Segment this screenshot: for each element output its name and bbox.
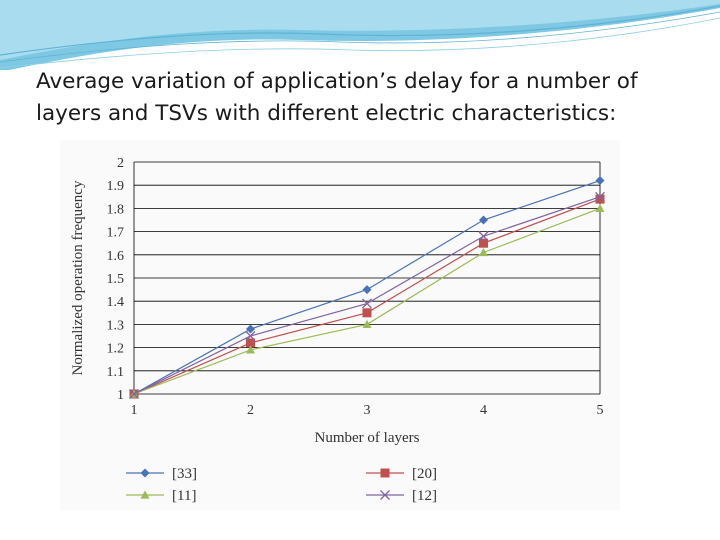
- data-point-s2-4: [595, 203, 605, 212]
- y-tick-label: 1.6: [107, 249, 125, 264]
- y-tick-label: 2: [117, 156, 124, 171]
- y-tick-label: 1.3: [107, 318, 125, 333]
- y-tick-label: 1.7: [107, 226, 125, 241]
- legend-marker-3: [380, 490, 390, 500]
- x-tick-label: 2: [247, 403, 254, 418]
- data-point-s3-2: [362, 298, 372, 309]
- x-tick-label: 1: [131, 403, 138, 418]
- data-point-s1-1: [246, 338, 255, 348]
- x-tick-label: 3: [364, 403, 371, 418]
- x-axis-title: Number of layers: [315, 430, 420, 446]
- data-point-s3-3: [478, 231, 489, 242]
- legend-label-2: [11]: [172, 488, 196, 504]
- data-point-s0-4: [595, 176, 605, 186]
- slide-title: Average variation of application’s delay…: [36, 69, 638, 126]
- y-tick-label: 1: [117, 388, 124, 403]
- chart-panel: 1 1.1 1.2 1.3 1.4 1.5 1.6 1.7 1.8 1.9 2 1 2 3 4 5 Number…: [60, 140, 620, 510]
- data-point-s3-0: [129, 389, 139, 399]
- y-axis-title: Normalized operation frequency: [70, 180, 86, 375]
- series-line-3: [133, 196, 601, 395]
- y-tick-label: 1.2: [107, 342, 125, 357]
- series-line-1: [133, 198, 601, 395]
- legend-marker-1: [380, 468, 390, 478]
- y-tick-label: 1.1: [107, 365, 125, 380]
- data-point-s1-4: [595, 194, 605, 204]
- x-tick-label: 5: [597, 403, 604, 418]
- header-swoosh-decoration: [0, 0, 720, 70]
- line-chart: 1 1.1 1.2 1.3 1.4 1.5 1.6 1.7 1.8 1.9 2 1 2 3 4 5 Number…: [70, 156, 605, 504]
- data-point-s0-3: [479, 215, 488, 225]
- y-tick-label: 1.4: [107, 295, 125, 310]
- legend-label-0: [33]: [172, 466, 197, 482]
- x-tick-label: 4: [480, 403, 487, 418]
- legend-label-3: [12]: [412, 488, 437, 504]
- data-point-s0-2: [362, 285, 372, 295]
- y-tick-label: 1.5: [107, 272, 125, 287]
- data-point-s2-3: [479, 247, 488, 257]
- data-point-s3-1: [245, 331, 256, 341]
- data-point-s3-4: [595, 191, 605, 202]
- y-tick-label: 1.8: [107, 202, 125, 217]
- legend-marker-0: [140, 468, 150, 478]
- y-tick-label: 1.9: [107, 179, 125, 194]
- data-point-s1-3: [479, 238, 488, 248]
- data-point-s1-2: [362, 308, 372, 318]
- data-point-s2-2: [362, 319, 372, 328]
- legend-marker-2: [140, 490, 150, 499]
- data-point-s2-1: [246, 345, 255, 354]
- legend-label-1: [20]: [412, 466, 437, 482]
- data-point-s0-1: [246, 324, 255, 334]
